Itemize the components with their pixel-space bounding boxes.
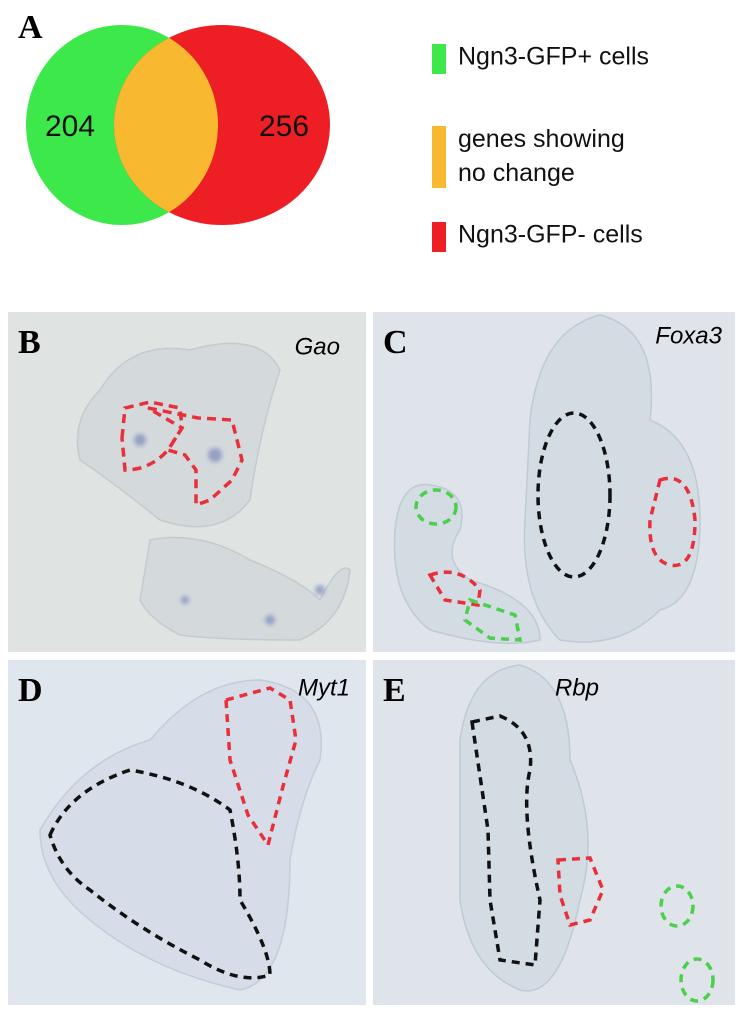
- panel-label: D: [18, 672, 43, 709]
- gene-label: Myt1: [298, 674, 350, 701]
- micrograph-d: [8, 660, 366, 1005]
- venn-overlap: [114, 25, 218, 225]
- gene-label: Gao: [295, 333, 340, 360]
- panel-label: C: [383, 324, 408, 361]
- panel-label: A: [18, 9, 43, 46]
- micrograph-b: [8, 312, 366, 652]
- micrograph-c: [373, 312, 735, 652]
- legend: Ngn3-GFP+ cells genes showing no change Ngn…: [432, 43, 649, 252]
- legend-swatch: [432, 44, 446, 74]
- venn-left-count: 204: [45, 110, 95, 143]
- legend-label: Ngn3-GFP- cells: [458, 221, 643, 249]
- venn-right-count: 256: [259, 110, 309, 143]
- panel-label: B: [18, 324, 41, 361]
- legend-swatch: [432, 126, 446, 188]
- panel-label: E: [383, 672, 406, 709]
- legend-label: genes showing no change: [458, 125, 625, 187]
- legend-label: Ngn3-GFP+ cells: [458, 43, 649, 71]
- micrograph-e: [373, 660, 735, 1005]
- legend-swatch: [432, 222, 446, 252]
- gene-label: Foxa3: [655, 322, 722, 349]
- gene-label: Rbp: [555, 674, 599, 701]
